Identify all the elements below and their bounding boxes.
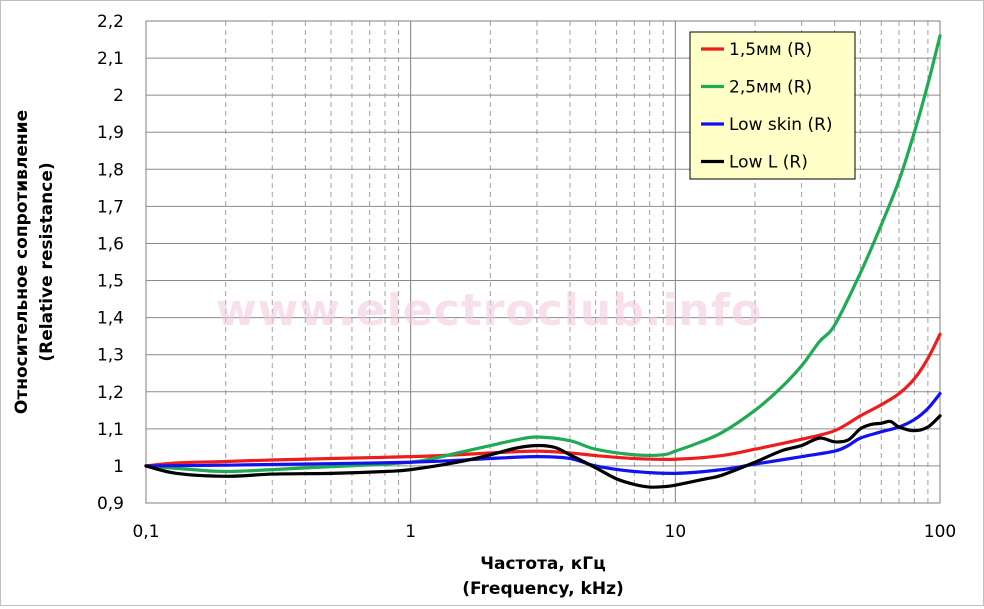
watermark-text: www.electroclub.info: [216, 285, 762, 336]
legend-label: Low skin (R): [729, 115, 833, 135]
y-tick-label: 1,7: [97, 197, 124, 217]
legend-box: [689, 31, 856, 180]
x-axis-title: Частота, кГц: [480, 554, 606, 574]
y-tick-label: 1,9: [97, 123, 124, 143]
series-line-4: [144, 414, 942, 489]
plot-area: [145, 20, 941, 504]
y-tick-label: 2: [113, 86, 124, 106]
y-tick-label: 1: [113, 457, 124, 477]
y-tick-label: 2,2: [97, 12, 124, 32]
y-tick-label: 2,1: [97, 49, 124, 69]
y-tick-label: 1,5: [97, 272, 124, 292]
x-tick-label: 0,1: [132, 522, 159, 542]
series-line-1: [144, 332, 942, 468]
y-tick-label: 1,3: [97, 346, 124, 366]
x-tick-label: 1: [405, 522, 416, 542]
y-tick-label: 1,4: [97, 309, 124, 329]
y-axis-title: Относительное сопротивление: [12, 110, 32, 414]
y-axis-title: (Relative resistance): [37, 162, 57, 361]
y-tick-label: 1,6: [97, 234, 124, 254]
y-tick-label: 1,1: [97, 420, 124, 440]
tick-labels: 0,9 1 1,1 1,2 1,3 1,4 1,5 1,6 1,7 1,8 1,9 2 2,1 2,2 0,…: [97, 12, 956, 542]
y-tick-label: 0,9: [97, 494, 124, 514]
y-tick-label: 1,8: [97, 160, 124, 180]
x-axis-title: (Frequency, kHz): [462, 579, 624, 599]
x-tick-label: 100: [924, 522, 956, 542]
series-line-2: [144, 34, 942, 474]
series-line-3: [144, 392, 942, 475]
y-tick-label: 1,2: [97, 383, 124, 403]
series-lines: [144, 34, 942, 489]
plot-border: [145, 20, 941, 504]
legend-label: 1,5мм (R): [729, 40, 812, 60]
legend-label: 2,5мм (R): [729, 78, 812, 98]
legend-label: Low L (R): [729, 153, 808, 173]
legend: 1,5мм (R) 2,5мм (R) Low skin (R) Low L (R): [689, 31, 856, 180]
axis-titles: Частота, кГц (Frequency, kHz) Относительно…: [12, 110, 624, 599]
x-tick-label: 10: [665, 522, 687, 542]
